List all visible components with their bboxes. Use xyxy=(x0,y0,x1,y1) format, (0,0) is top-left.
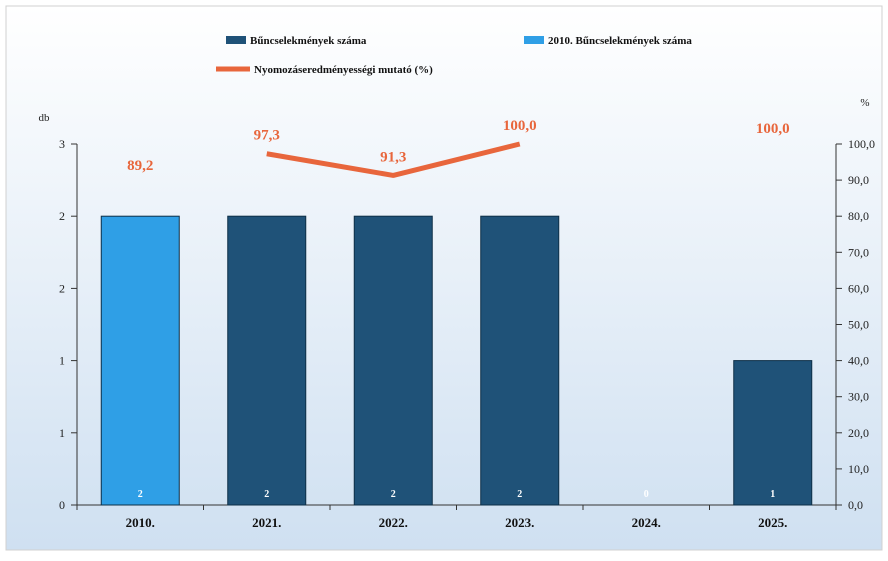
right-tick-label: 90,0 xyxy=(848,173,869,187)
right-tick-label: 100,0 xyxy=(848,137,875,151)
bar xyxy=(100,215,180,506)
right-axis-unit: % xyxy=(860,97,869,109)
legend-swatch xyxy=(226,36,246,44)
right-tick-label: 50,0 xyxy=(848,318,869,332)
left-tick-label: 0 xyxy=(59,498,65,512)
bar-value-label: 2 xyxy=(264,489,269,500)
x-tick-label: 2022. xyxy=(379,515,408,530)
bar xyxy=(353,215,433,506)
data-labels: 2 2 2 0 1 2 89,2 97,3 91,3 100,0 100,0 xyxy=(127,118,790,500)
left-tick-label: 1 xyxy=(59,354,65,368)
left-axis-unit: db xyxy=(39,112,51,124)
line-data-label: 89,2 xyxy=(127,158,153,174)
left-tick-label: 2 xyxy=(59,281,65,295)
line-data-label: 91,3 xyxy=(380,149,406,165)
right-tick-label: 70,0 xyxy=(848,245,869,259)
axes: 0 1 1 2 2 3 db 0,0 10,0 20,0 30,0 40,0 50,0 60,0 70,0 8… xyxy=(39,97,876,530)
legend-label: Nyomozáseredményességi mutató (%) xyxy=(254,64,433,76)
x-tick-label: 2024. xyxy=(632,515,661,530)
bar-value-label: 1 xyxy=(770,489,775,500)
right-tick-label: 30,0 xyxy=(848,390,869,404)
right-tick-label: 20,0 xyxy=(848,426,869,440)
right-tick-label: 0,0 xyxy=(848,498,863,512)
x-tick-label: 2025. xyxy=(758,515,787,530)
x-tick-label: 2021. xyxy=(252,515,281,530)
line-series xyxy=(266,141,521,178)
right-tick-label: 80,0 xyxy=(848,209,869,223)
left-tick-label: 3 xyxy=(59,137,65,151)
bars xyxy=(100,215,813,506)
legend-label: 2010. Bűncselekmények száma xyxy=(548,35,692,47)
bar-value-label: 2 xyxy=(517,489,522,500)
bar xyxy=(480,215,560,506)
right-tick-label: 60,0 xyxy=(848,281,869,295)
x-tick-label: 2010. xyxy=(126,515,155,530)
legend-swatch xyxy=(524,36,544,44)
line-path xyxy=(266,141,521,178)
bar-value-label: 2 xyxy=(391,489,396,500)
bar xyxy=(733,360,813,506)
line-data-label: 100,0 xyxy=(503,118,537,134)
right-tick-label: 10,0 xyxy=(848,462,869,476)
line-data-label: 97,3 xyxy=(254,128,280,144)
legend-label: Bűncselekmények száma xyxy=(250,35,367,47)
bar xyxy=(227,215,307,506)
line-data-label: 100,0 xyxy=(756,121,790,137)
bar-value-label: 2 xyxy=(138,489,143,500)
bar-value-label: 0 xyxy=(644,489,649,500)
left-tick-label: 2 xyxy=(59,209,65,223)
right-tick-label: 40,0 xyxy=(848,354,869,368)
left-tick-label: 1 xyxy=(59,426,65,440)
x-tick-label: 2023. xyxy=(505,515,534,530)
legend: Bűncselekmények száma 2010. Bűncselekmény… xyxy=(216,35,692,76)
